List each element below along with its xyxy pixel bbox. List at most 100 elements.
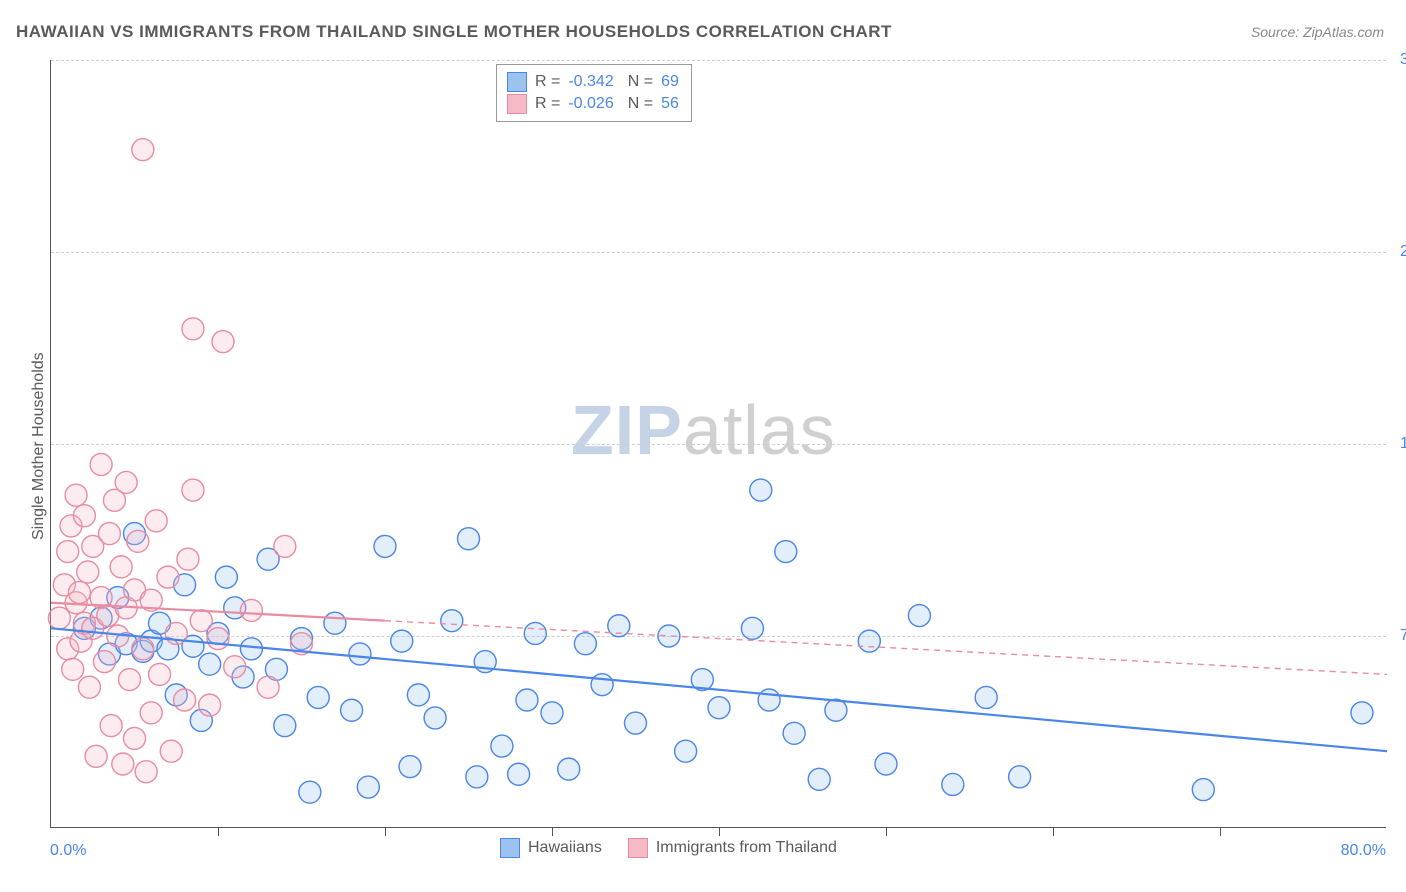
- legend-swatch: [500, 838, 520, 858]
- x-tick: [552, 828, 553, 836]
- scatter-point: [174, 689, 196, 711]
- scatter-point: [458, 528, 480, 550]
- scatter-point: [875, 753, 897, 775]
- scatter-point: [558, 758, 580, 780]
- y-tick-label: 22.5%: [1390, 243, 1406, 261]
- scatter-point: [115, 471, 137, 493]
- scatter-point: [93, 651, 115, 673]
- x-tick: [385, 828, 386, 836]
- plot-area: ZIPatlas 7.5%15.0%22.5%30.0% R =-0.342N …: [50, 60, 1386, 828]
- scatter-point: [132, 139, 154, 161]
- scatter-point: [112, 753, 134, 775]
- scatter-svg: [51, 60, 1386, 827]
- scatter-point: [274, 535, 296, 557]
- stats-row: R =-0.026N =56: [507, 93, 679, 115]
- stat-label-n: N =: [628, 93, 653, 115]
- scatter-point: [85, 745, 107, 767]
- stat-val-r: -0.342: [568, 71, 613, 93]
- scatter-point: [341, 699, 363, 721]
- source-label: Source: ZipAtlas.com: [1251, 24, 1384, 40]
- scatter-point: [212, 331, 234, 353]
- chart-title: HAWAIIAN VS IMMIGRANTS FROM THAILAND SIN…: [16, 22, 892, 42]
- stat-label-n: N =: [628, 71, 653, 93]
- scatter-point: [708, 697, 730, 719]
- scatter-point: [73, 505, 95, 527]
- scatter-point: [77, 561, 99, 583]
- scatter-point: [741, 617, 763, 639]
- scatter-point: [675, 740, 697, 762]
- stat-val-n: 69: [661, 71, 679, 93]
- legend-label: Immigrants from Thailand: [656, 839, 837, 857]
- trend-line: [51, 628, 1387, 751]
- scatter-point: [57, 541, 79, 563]
- scatter-point: [491, 735, 513, 757]
- scatter-point: [508, 763, 530, 785]
- scatter-point: [399, 756, 421, 778]
- scatter-point: [975, 686, 997, 708]
- stats-box: R =-0.342N =69R =-0.026N =56: [496, 64, 692, 122]
- scatter-point: [908, 605, 930, 627]
- scatter-point: [240, 638, 262, 660]
- scatter-point: [90, 453, 112, 475]
- scatter-point: [190, 610, 212, 632]
- scatter-point: [441, 610, 463, 632]
- scatter-point: [224, 656, 246, 678]
- x-tick: [218, 828, 219, 836]
- scatter-point: [78, 676, 100, 698]
- scatter-point: [145, 510, 167, 532]
- scatter-point: [240, 599, 262, 621]
- scatter-point: [625, 712, 647, 734]
- scatter-point: [808, 768, 830, 790]
- legend-label: Hawaiians: [528, 839, 602, 857]
- scatter-point: [215, 566, 237, 588]
- x-origin-label: 0.0%: [50, 842, 86, 860]
- scatter-point: [132, 638, 154, 660]
- stat-val-n: 56: [661, 93, 679, 115]
- series-swatch: [507, 72, 527, 92]
- scatter-point: [124, 727, 146, 749]
- scatter-point: [1351, 702, 1373, 724]
- y-tick-label: 7.5%: [1390, 627, 1406, 645]
- legend-item: Immigrants from Thailand: [628, 838, 837, 858]
- scatter-point: [349, 643, 371, 665]
- scatter-point: [775, 541, 797, 563]
- scatter-point: [182, 479, 204, 501]
- stat-val-r: -0.026: [568, 93, 613, 115]
- scatter-point: [324, 612, 346, 634]
- scatter-point: [524, 622, 546, 644]
- scatter-point: [591, 674, 613, 696]
- scatter-point: [110, 556, 132, 578]
- scatter-point: [65, 484, 87, 506]
- scatter-point: [758, 689, 780, 711]
- y-tick-label: 15.0%: [1390, 435, 1406, 453]
- legend-swatch: [628, 838, 648, 858]
- x-tick: [1220, 828, 1221, 836]
- y-tick-label: 30.0%: [1390, 51, 1406, 69]
- scatter-point: [858, 630, 880, 652]
- scatter-point: [783, 722, 805, 744]
- y-axis-title: Single Mother Households: [30, 352, 48, 540]
- scatter-point: [307, 686, 329, 708]
- scatter-point: [157, 566, 179, 588]
- chart-container: HAWAIIAN VS IMMIGRANTS FROM THAILAND SIN…: [0, 0, 1406, 892]
- scatter-point: [127, 530, 149, 552]
- scatter-point: [407, 684, 429, 706]
- legend-item: Hawaiians: [500, 838, 602, 858]
- scatter-point: [135, 761, 157, 783]
- scatter-point: [68, 581, 90, 603]
- scatter-point: [391, 630, 413, 652]
- scatter-point: [118, 669, 140, 691]
- scatter-point: [257, 676, 279, 698]
- scatter-point: [62, 658, 84, 680]
- x-tick: [886, 828, 887, 836]
- scatter-point: [199, 653, 221, 675]
- scatter-point: [207, 628, 229, 650]
- scatter-point: [1192, 779, 1214, 801]
- series-swatch: [507, 94, 527, 114]
- scatter-point: [98, 523, 120, 545]
- stats-row: R =-0.342N =69: [507, 71, 679, 93]
- scatter-point: [750, 479, 772, 501]
- scatter-point: [100, 715, 122, 737]
- scatter-point: [299, 781, 321, 803]
- scatter-point: [1009, 766, 1031, 788]
